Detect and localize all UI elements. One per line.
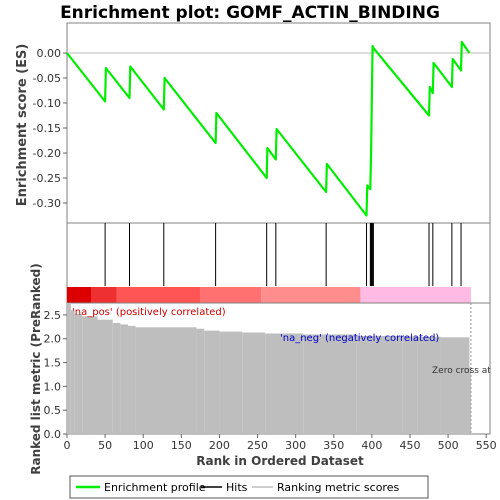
metric-bar [469, 367, 471, 434]
metric-bar [402, 336, 418, 434]
metric-y-tick-label: 1.0 [44, 380, 62, 393]
metric-x-tick-label: 550 [476, 439, 497, 452]
metric-bar [303, 334, 357, 434]
metric-bar [356, 335, 403, 434]
metric-y-axis-label: Ranked list metric (PreRanked) [29, 263, 43, 475]
enrichment-score-panel: 0.00 -0.05 -0.10 -0.15 -0.20 -0.25 -0.30 Enric… [15, 22, 491, 224]
metric-x-tick-label: 0 [64, 439, 71, 452]
legend-frame [69, 475, 429, 499]
metric-x-tick-label: 400 [361, 439, 382, 452]
color-strip-segment [200, 287, 262, 303]
es-y-axis: 0.00 -0.05 -0.10 -0.15 -0.20 -0.25 -0.30 [33, 47, 490, 210]
metric-bar [97, 319, 113, 434]
color-strip-segment [116, 287, 201, 303]
metric-bar [265, 333, 304, 434]
legend: Enrichment profile Hits Ranking metric s… [69, 475, 429, 499]
metric-x-tick-label: 50 [98, 439, 112, 452]
chart-title: Enrichment plot: GOMF_ACTIN_BINDING [60, 3, 440, 23]
metric-bar [67, 303, 71, 434]
metric-y-tick-label: 2.5 [44, 309, 62, 322]
ranked-metric-panel: Zero cross at 'na_pos' (positively corre… [29, 263, 497, 475]
metric-bar [74, 313, 83, 434]
metric-bar [440, 337, 470, 434]
color-strip-segment [67, 287, 92, 303]
metric-x-tick-label: 500 [438, 439, 459, 452]
es-y-tick-label: -0.15 [33, 122, 61, 135]
metric-x-axis-label: Rank in Ordered Dataset [196, 454, 364, 468]
metric-bar [82, 316, 98, 434]
legend-enrichment-profile-label: Enrichment profile [104, 481, 206, 494]
metric-bar [70, 310, 75, 434]
metric-y-tick-label: 0.5 [44, 404, 62, 417]
metric-y-axis: 0.0 0.5 1.0 1.5 2.0 2.5 [44, 309, 67, 441]
metric-x-tick-label: 100 [133, 439, 154, 452]
positive-correlation-label: 'na_pos' (positively correlated) [72, 307, 226, 318]
es-panel-frame [66, 22, 491, 224]
legend-ranking-metric-label: Ranking metric scores [277, 481, 399, 494]
es-y-tick-label: -0.25 [33, 172, 61, 185]
es-y-tick-label: -0.05 [33, 72, 61, 85]
metric-bar [219, 331, 243, 434]
negative-correlation-label: 'na_neg' (negatively correlated) [280, 333, 439, 344]
es-y-axis-label: Enrichment score (ES) [15, 44, 30, 207]
legend-hits-label: Hits [226, 481, 248, 494]
metric-x-axis: 0 50 100 150 200 250 300 350 400 450 500 550 [64, 434, 497, 452]
metric-bar [112, 323, 121, 434]
color-strip-segment [91, 287, 117, 303]
metric-bar [242, 332, 266, 434]
metric-bar [120, 324, 128, 434]
ranking-metric-bars [67, 303, 471, 434]
metric-bar [127, 325, 136, 434]
metric-y-tick-label: 2.0 [44, 333, 62, 346]
color-strip-segment [360, 287, 471, 303]
metric-bar [196, 328, 205, 434]
metric-x-tick-label: 150 [171, 439, 192, 452]
zero-cross-label: Zero cross at [432, 366, 491, 376]
hits-panel [66, 222, 491, 304]
metric-y-tick-label: 0.0 [44, 428, 62, 441]
metric-bar [204, 330, 220, 434]
es-y-tick-label: -0.30 [33, 197, 61, 210]
metric-x-tick-label: 300 [285, 439, 306, 452]
metric-x-tick-label: 200 [209, 439, 230, 452]
es-y-tick-label: -0.20 [33, 147, 61, 160]
es-y-tick-label: 0.00 [37, 47, 62, 60]
metric-bar [417, 336, 441, 434]
metric-y-tick-label: 1.5 [44, 357, 62, 370]
es-y-tick-label: -0.10 [33, 97, 61, 110]
ranking-color-strip [67, 287, 471, 303]
hit-markers [104, 223, 462, 286]
metric-x-tick-label: 450 [399, 439, 420, 452]
metric-x-tick-label: 350 [323, 439, 344, 452]
enrichment-profile-line [66, 40, 471, 217]
metric-bar [135, 327, 197, 434]
metric-x-tick-label: 250 [247, 439, 268, 452]
color-strip-segment [261, 287, 361, 303]
